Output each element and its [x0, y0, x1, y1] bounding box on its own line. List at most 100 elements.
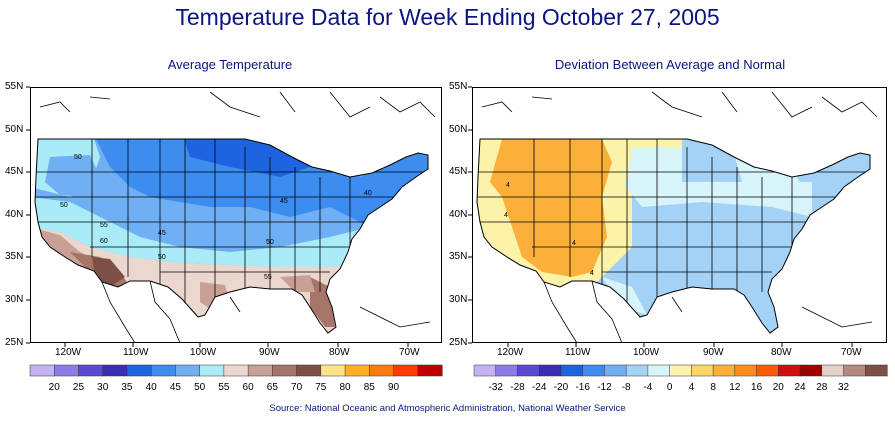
surrounding-coastlines: [39, 91, 436, 344]
map-frame: [30, 87, 442, 343]
lat-label: 25N: [5, 337, 24, 348]
legend-swatch: [417, 364, 443, 377]
axis-ticks: [468, 86, 853, 347]
lon-label: 70W: [841, 347, 862, 358]
lon-label: 120W: [55, 347, 82, 358]
legend-swatch: [247, 364, 273, 377]
legend-swatch: [78, 364, 104, 377]
contour-labels: 4 4 4 4: [504, 182, 594, 277]
lat-label: 50N: [449, 124, 468, 135]
deviation-map: 4 4 4 4: [468, 86, 887, 347]
lat-label: 50N: [5, 124, 24, 135]
legend-swatch: [669, 364, 692, 377]
legend-label: 28: [816, 382, 828, 393]
legend-swatch: [102, 364, 128, 377]
contour-label: 50: [266, 239, 274, 246]
lat-label: 35N: [449, 251, 468, 262]
legend-swatch: [29, 364, 55, 377]
contour-label: 50: [60, 202, 68, 209]
legend-swatch: [320, 364, 346, 377]
legend-deviation: -32 -28 -24 -20 -16 -12 -8 -4 0 4 8 12 16 20 24 28 32: [473, 364, 888, 393]
page-title: Temperature Data for Week Ending October…: [175, 4, 720, 30]
legend-label: 45: [170, 382, 182, 393]
contour-label: 50: [158, 254, 166, 261]
legend-label: -4: [643, 382, 652, 393]
legend-swatch: [756, 364, 779, 377]
legend-label: 85: [364, 382, 376, 393]
lon-label: 80W: [329, 347, 350, 358]
legend-swatch: [582, 364, 605, 377]
lon-label: 110W: [123, 347, 149, 358]
legend-average: 20 25 30 35 40 45 50 55 60 65 70 75 80 85 90: [29, 364, 443, 393]
legend-label: 65: [267, 382, 279, 393]
legend-swatch: [369, 364, 395, 377]
legend-swatch: [778, 364, 801, 377]
lat-label: 45N: [5, 166, 24, 177]
legend-label: 20: [49, 382, 61, 393]
legend-swatch: [393, 364, 419, 377]
contour-label: 45: [280, 198, 288, 205]
lat-label: 35N: [5, 251, 24, 262]
contour-label: 60: [100, 238, 108, 245]
legend-label: 20: [773, 382, 785, 393]
legend-label: 4: [689, 382, 695, 393]
legend-label: 16: [751, 382, 763, 393]
contour-label: 4: [590, 270, 594, 277]
legend-swatch: [604, 364, 627, 377]
legend-label: 8: [710, 382, 716, 393]
contour-label: 4: [504, 212, 508, 219]
contour-label: 4: [572, 240, 576, 247]
legend-label: 75: [315, 382, 327, 393]
lat-label: 25N: [449, 337, 468, 348]
source-note: Source: National Oceanic and Atmospheric…: [269, 403, 626, 414]
legend-swatch: [296, 364, 322, 377]
legend-swatch: [647, 364, 671, 377]
legend-swatch: [150, 364, 176, 377]
lon-label: 80W: [771, 347, 792, 358]
legend-swatch: [344, 364, 370, 377]
legend-swatch: [799, 364, 823, 377]
legend-swatch: [843, 364, 866, 377]
legend-label: 35: [121, 382, 133, 393]
legend-swatch: [53, 364, 80, 377]
legend-label: 60: [243, 382, 255, 393]
contour-label: 4: [506, 182, 510, 189]
lon-label: 120W: [497, 347, 524, 358]
contour-labels: 50 50 55 60 45 50 45 50 40 55: [60, 154, 372, 281]
legend-label: 0: [667, 382, 673, 393]
legend-swatch: [272, 364, 298, 377]
axis-ticks: [26, 86, 409, 347]
lon-label: 70W: [399, 347, 420, 358]
legend-swatch: [223, 364, 249, 377]
lon-label: 90W: [259, 347, 280, 358]
us-outline: [476, 138, 871, 334]
legend-label: -28: [510, 382, 525, 393]
contour-label: 50: [74, 154, 82, 161]
us-outline: [34, 138, 429, 334]
legend-swatch: [560, 364, 584, 377]
legend-label: 32: [838, 382, 850, 393]
legend-label: -24: [532, 382, 547, 393]
legend-swatch: [175, 364, 201, 377]
legend-label: 80: [339, 382, 351, 393]
legend-swatch: [126, 364, 152, 377]
legend-label: -8: [622, 382, 631, 393]
legend-swatch: [734, 364, 758, 377]
lat-label: 55N: [449, 81, 468, 92]
contour-label: 45: [158, 230, 166, 237]
legend-label: 25: [73, 382, 85, 393]
lon-label: 100W: [190, 347, 217, 358]
legend-label: 70: [291, 382, 303, 393]
legend-label: 24: [794, 382, 806, 393]
legend-swatch: [473, 364, 497, 377]
average-temperature-map: 50 50 55 60 45 50 45 50 40 55: [26, 86, 442, 347]
legend-label: -16: [575, 382, 590, 393]
map-frame: [472, 87, 887, 343]
surrounding-coastlines: [481, 91, 878, 344]
legend-label: 90: [388, 382, 400, 393]
legend-swatch: [865, 364, 888, 377]
legend-label: 40: [146, 382, 158, 393]
legend-swatch: [712, 364, 736, 377]
legend-label: 50: [194, 382, 206, 393]
lat-label: 55N: [5, 81, 24, 92]
